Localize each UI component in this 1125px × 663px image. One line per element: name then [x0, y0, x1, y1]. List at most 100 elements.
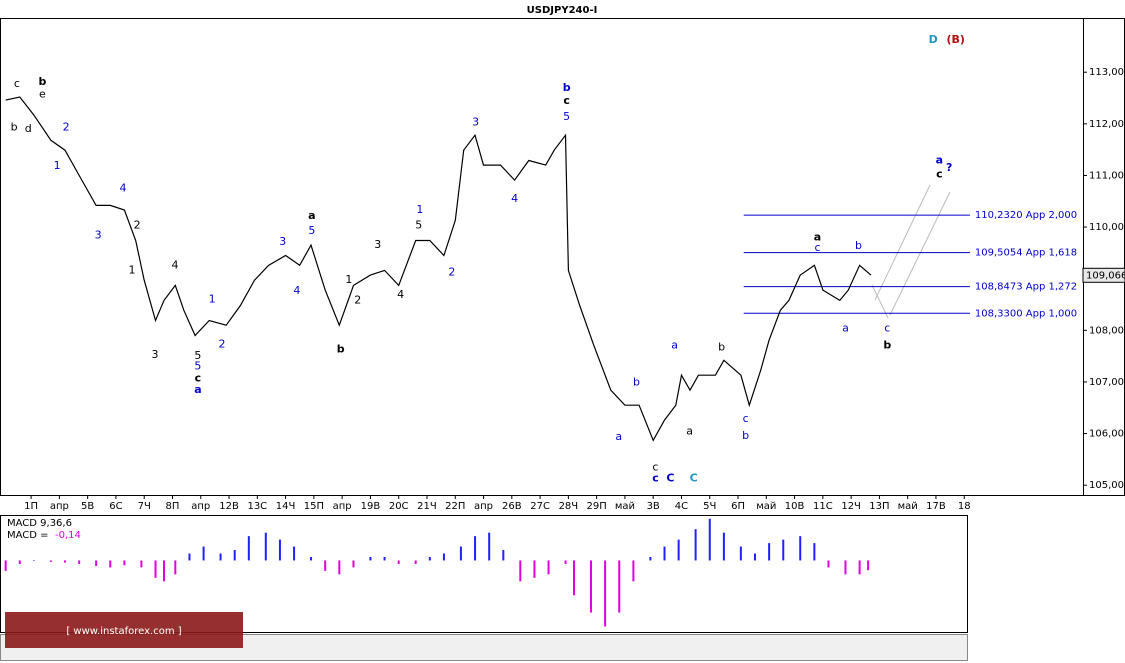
x-tick-label: апр	[333, 501, 352, 512]
wave-label: c	[14, 77, 20, 90]
wave-label: a	[308, 209, 315, 222]
macd-bar	[604, 560, 607, 627]
x-tick-label: 4С	[675, 501, 688, 512]
macd-bar	[278, 539, 281, 561]
macd-bar	[64, 560, 67, 563]
x-tick-label: 6П	[731, 501, 745, 512]
wave-label: 5	[308, 224, 315, 237]
level-label: 108,8473 App 1,272	[975, 282, 1077, 293]
x-tick-label: 20С	[389, 501, 409, 512]
wave-label: 3	[95, 228, 102, 241]
wave-label: a	[615, 430, 622, 443]
wave-label: 1	[209, 292, 216, 305]
x-tick-label: 19В	[361, 501, 381, 512]
wave-label: 2	[218, 337, 225, 350]
wave-label: 2	[354, 293, 361, 306]
x-tick-label: 13С	[247, 501, 267, 512]
wave-label: 4	[120, 181, 127, 194]
macd-bar	[533, 560, 536, 578]
wave-label: b	[563, 81, 571, 94]
x-tick-label: 5В	[81, 501, 94, 512]
wave-label: 2	[448, 266, 455, 279]
macd-bar	[4, 560, 7, 571]
macd-bar	[844, 560, 847, 575]
price-panel	[0, 18, 1125, 496]
macd-bar	[154, 560, 157, 578]
y-tick-label: 107,000	[1089, 377, 1125, 388]
wave-label: 5	[415, 219, 422, 232]
macd-bar	[722, 532, 725, 561]
wave-label: c	[652, 471, 659, 484]
macd-bar	[459, 546, 462, 561]
macd-bar	[768, 543, 771, 561]
wave-label: 2	[134, 219, 141, 232]
macd-bar	[694, 529, 697, 561]
x-tick-label: апр	[50, 501, 69, 512]
price-line	[5, 96, 872, 442]
wave-label: 4	[172, 258, 179, 271]
macd-bar	[247, 536, 250, 561]
wave-label: 1	[345, 273, 352, 286]
macd-bar	[324, 560, 327, 571]
wave-label: 3	[279, 235, 286, 248]
macd-bar	[799, 536, 802, 561]
wave-label: c	[195, 371, 202, 384]
x-tick-label: 10В	[785, 501, 805, 512]
x-tick-label: май	[756, 501, 776, 512]
macd-bar	[397, 560, 400, 564]
macd-bar	[573, 560, 576, 596]
x-tick-label: май	[898, 501, 918, 512]
watermark: [ www.instaforex.com ]	[66, 626, 181, 637]
wave-label: c	[563, 94, 570, 107]
wave-label: (B)	[947, 33, 965, 46]
wave-label: c	[652, 461, 658, 474]
macd-bar	[564, 560, 567, 564]
macd-bar	[739, 546, 742, 561]
wave-label: c	[743, 412, 749, 425]
channel-line	[889, 191, 951, 316]
macd-bar	[95, 560, 98, 567]
wave-label: 5	[194, 359, 201, 372]
wave-label: b	[855, 239, 862, 252]
macd-bar	[827, 560, 830, 568]
wave-label: a	[814, 230, 821, 243]
wave-label: 4	[397, 288, 404, 301]
wave-label: ?	[946, 161, 952, 174]
last-price-label: 109,066	[1086, 270, 1125, 281]
macd-bar	[233, 550, 236, 561]
x-tick-label: 21Ч	[417, 501, 437, 512]
macd-bar	[488, 532, 491, 561]
macd-bar	[78, 560, 81, 564]
wave-label: a	[842, 321, 849, 334]
y-tick-label: 110,000	[1089, 222, 1125, 233]
x-tick-label: 11С	[813, 501, 833, 512]
wave-label: d	[25, 122, 32, 135]
wave-label: b	[337, 342, 345, 355]
wave-label: 4	[511, 192, 518, 205]
macd-bar	[708, 518, 711, 561]
wave-label: b	[633, 375, 640, 388]
macd-bar	[18, 560, 21, 564]
macd-bar	[140, 560, 143, 568]
macd-bar	[369, 556, 372, 561]
macd-bar	[352, 560, 355, 568]
y-tick-label: 106,000	[1089, 429, 1125, 440]
wave-label: 3	[472, 115, 479, 128]
channel-line	[874, 184, 931, 301]
wave-label: b	[883, 338, 891, 351]
x-tick-label: 17В	[926, 501, 946, 512]
macd-bar	[338, 560, 341, 575]
level-label: 108,3300 App 1,000	[975, 308, 1077, 319]
last-price-box	[1082, 267, 1125, 283]
wave-label: D	[929, 33, 938, 46]
x-tick-label: 26В	[502, 501, 522, 512]
wave-label: b	[718, 340, 725, 353]
level-label: 110,2320 App 2,000	[975, 210, 1077, 221]
macd-bar	[589, 560, 592, 613]
macd-bar	[858, 560, 861, 575]
chart-title: USDJPY240-I	[527, 5, 598, 16]
wave-label: a	[686, 425, 693, 438]
x-tick-label: 12Ч	[841, 501, 861, 512]
macd-bar	[293, 546, 296, 561]
